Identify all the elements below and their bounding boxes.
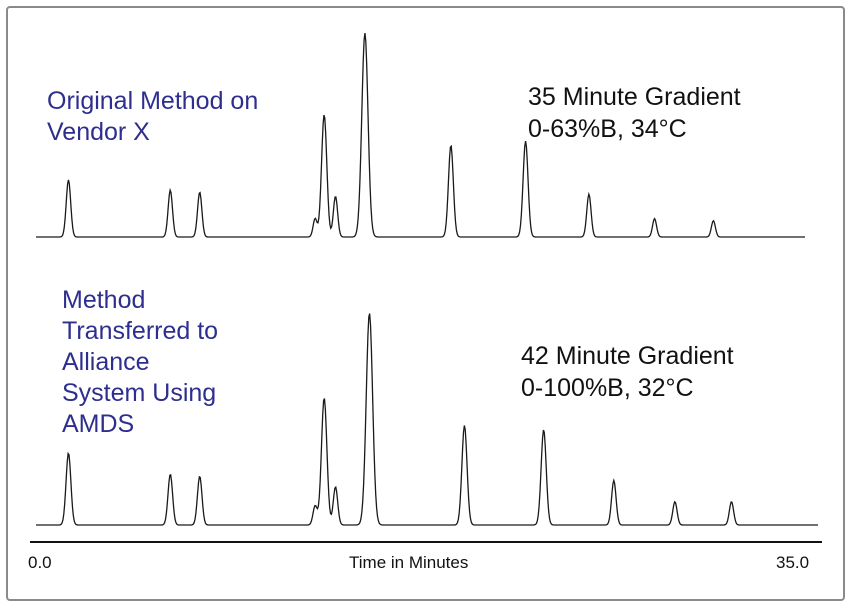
chromatogram-trace-bottom: [36, 313, 818, 526]
chart-frame: [6, 6, 845, 601]
chromatogram-trace-top: [36, 32, 805, 238]
chromatogram-top: [36, 32, 805, 238]
top-annotation-line1: 35 Minute Gradient: [528, 83, 741, 111]
x-axis-max-label: 35.0: [776, 553, 810, 572]
bottom-annotation-line1: 42 Minute Gradient: [521, 342, 734, 370]
top-panel-label: Original Method on Vendor X: [47, 87, 259, 146]
chromatogram-bottom: [36, 313, 818, 526]
top-annotation-line2: 0-63%B, 34°C: [528, 115, 687, 143]
bottom-annotation-line2: 0-100%B, 32°C: [521, 374, 694, 402]
x-axis-title: Time in Minutes: [349, 553, 469, 572]
x-axis-min-label: 0.0: [28, 553, 52, 572]
bottom-panel-label: Method Transferred to Alliance System Us…: [62, 286, 219, 438]
